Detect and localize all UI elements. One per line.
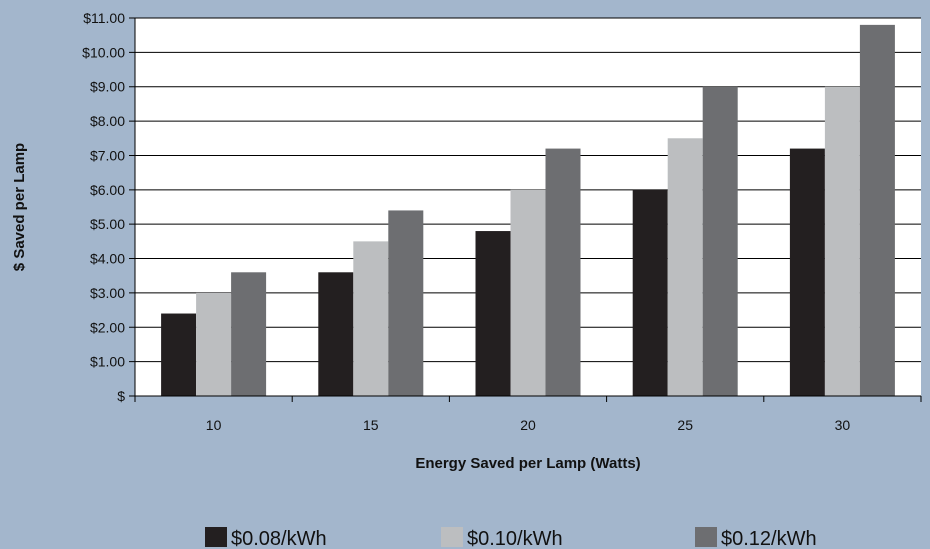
legend-label: $0.12/kWh	[721, 528, 817, 549]
y-tick-label: $2.00	[90, 319, 125, 335]
legend-label: $0.08/kWh	[231, 528, 327, 549]
y-tick-label: $	[117, 388, 125, 404]
y-tick-label: $1.00	[90, 354, 125, 370]
bars	[161, 24, 895, 397]
y-tick-label: $11.00	[83, 10, 125, 26]
bar	[318, 272, 354, 396]
y-tick-label: $9.00	[90, 79, 125, 95]
y-tick-label: $5.00	[90, 216, 125, 232]
bar	[632, 189, 668, 396]
bar	[859, 24, 895, 396]
bar	[824, 86, 860, 397]
x-tick-label: 25	[677, 417, 693, 433]
y-tick-label: $6.00	[90, 182, 125, 198]
y-tick-label: $8.00	[90, 113, 125, 129]
x-tick-label: 10	[206, 417, 222, 433]
bar	[196, 292, 232, 396]
y-tick-label: $4.00	[90, 251, 125, 267]
legend: $0.08/kWh $0.10/kWh $0.12/kWh	[205, 527, 817, 549]
x-tick-label: 30	[835, 417, 851, 433]
bar	[789, 148, 825, 396]
bar	[353, 241, 389, 396]
bar	[702, 86, 738, 397]
y-axis-label: $ Saved per Lamp	[11, 143, 28, 271]
bar	[545, 148, 581, 396]
bar	[475, 231, 511, 396]
bar	[231, 272, 267, 396]
bar	[388, 210, 424, 396]
y-tick-labels: $ $1.00 $2.00 $3.00 $4.00 $5.00 $6.00 $7.00 $8.0…	[82, 10, 125, 404]
y-tick-label: $3.00	[90, 285, 125, 301]
legend-label: $0.10/kWh	[467, 528, 563, 549]
y-tick-label: $7.00	[90, 147, 125, 163]
legend-swatch	[695, 527, 717, 547]
bar	[510, 189, 546, 396]
y-tick-label: $10.00	[82, 44, 125, 60]
bar	[161, 313, 197, 396]
legend-swatch	[205, 527, 227, 547]
x-tick-label: 20	[520, 417, 536, 433]
x-tick-labels: 10 15 20 25 30	[206, 417, 851, 433]
x-tick-label: 15	[363, 417, 379, 433]
legend-swatch	[441, 527, 463, 547]
axes	[134, 18, 922, 402]
bar	[667, 138, 703, 397]
x-axis-label: Energy Saved per Lamp (Watts)	[415, 455, 640, 472]
